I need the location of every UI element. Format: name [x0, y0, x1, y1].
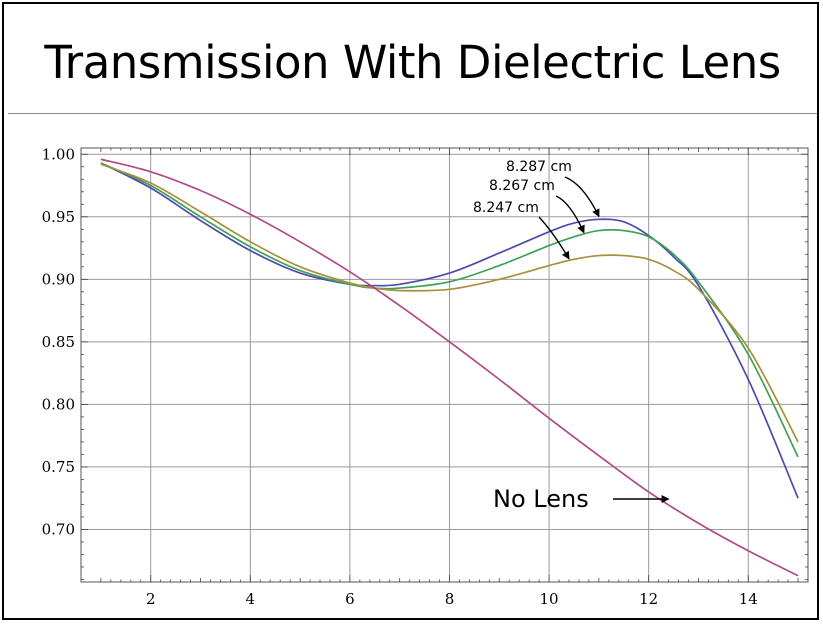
x-tick-label-5: 12	[639, 590, 658, 608]
series-line-3	[100, 158, 799, 577]
plot-frame	[80, 147, 809, 583]
series-line-1	[100, 162, 799, 458]
annotation-label-2: 8.247 cm	[473, 200, 539, 216]
annotations-layer: 8.287 cm 8.267 cm 8.247 cm No Lens	[473, 159, 670, 513]
x-tick-label-6: 14	[739, 590, 758, 608]
y-tick-label-5: 0.95	[42, 208, 75, 226]
y-tick-label-1: 0.75	[42, 458, 75, 476]
tick-labels: 2 4 6 8 10 12 14 0.70 0.75 0.80 0.85 0.90 0.95 1.00	[42, 145, 758, 608]
annotation-label-0: 8.287 cm	[506, 159, 572, 175]
title-divider	[8, 113, 817, 114]
annotation-arrow-1	[555, 195, 585, 234]
y-tick-label-6: 1.00	[42, 145, 75, 163]
annotation-arrow-2	[538, 216, 570, 260]
x-tick-label-0: 2	[146, 590, 156, 608]
y-tick-label-0: 0.70	[42, 520, 75, 538]
grid-layer	[81, 148, 808, 582]
x-tick-label-2: 6	[345, 590, 355, 608]
series-layer	[100, 158, 799, 577]
slide-title: Transmission With Dielectric Lens	[44, 36, 781, 89]
axes-layer	[80, 147, 809, 583]
series-line-2	[100, 163, 799, 443]
annotation-label-3: No Lens	[493, 485, 589, 513]
annotation-label-1: 8.267 cm	[489, 178, 555, 194]
y-tick-label-2: 0.80	[42, 395, 75, 413]
series-line-0	[100, 162, 799, 499]
y-tick-label-4: 0.90	[42, 270, 75, 288]
x-tick-label-4: 10	[540, 590, 559, 608]
transmission-chart: 2 4 6 8 10 12 14 0.70 0.75 0.80 0.85 0.90 0.95 1.00 8…	[42, 145, 809, 608]
x-tick-label-1: 4	[246, 590, 256, 608]
annotation-arrow-0	[564, 176, 600, 218]
x-tick-label-3: 8	[445, 590, 455, 608]
y-tick-label-3: 0.85	[42, 333, 75, 351]
